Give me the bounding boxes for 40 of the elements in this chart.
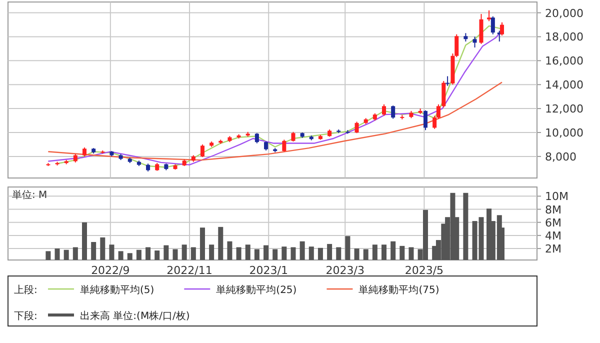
- candlestick: [354, 121, 359, 134]
- y-tick-label: 16,000: [545, 54, 584, 68]
- legend-title: 上段:: [14, 284, 38, 296]
- candlestick: [442, 80, 446, 108]
- y-tick-label: 10M: [545, 190, 568, 204]
- y-tick-label: 18,000: [545, 30, 584, 44]
- y-tick-label: 8,000: [545, 150, 576, 164]
- y-tick-label: 2M: [545, 242, 562, 256]
- y-tick-label: 14,000: [545, 78, 584, 92]
- legend-label: 出来高 単位:(M株/口/枚): [80, 310, 190, 322]
- candlestick: [500, 22, 504, 36]
- candlestick: [282, 139, 286, 152]
- x-tick-label: 2022/11: [166, 264, 212, 277]
- y-tick-label: 6M: [545, 216, 562, 230]
- legend-label: 単純移動平均(5): [80, 284, 154, 296]
- x-tick-label: 2023/3: [326, 264, 364, 277]
- candlestick: [479, 13, 484, 44]
- candlestick: [490, 16, 495, 35]
- candlestick: [391, 105, 396, 120]
- candlestick: [200, 144, 204, 158]
- legend-label: 単純移動平均(25): [216, 284, 297, 296]
- x-tick-label: 2023/1: [249, 264, 288, 277]
- x-tick-label: 2023/5: [404, 264, 444, 277]
- candlestick: [254, 132, 259, 144]
- y-tick-label: 4M: [545, 229, 562, 242]
- y-tick-label: 10,000: [545, 126, 584, 140]
- legend-title: 下段:: [14, 310, 38, 322]
- y-tick-label: 20,000: [545, 6, 584, 20]
- candlestick: [472, 36, 477, 48]
- candlestick: [487, 10, 492, 22]
- line-series: [48, 82, 503, 161]
- y-axis-title: 単位: M: [12, 189, 48, 201]
- candlestick: [446, 76, 450, 86]
- y-tick-label: 12,000: [545, 102, 584, 116]
- legend-label: 単純移動平均(75): [358, 284, 440, 296]
- candlestick: [291, 131, 296, 142]
- x-tick-label: 2022/9: [91, 264, 130, 277]
- y-tick-label: 8M: [545, 203, 562, 216]
- candlestick: [423, 110, 428, 131]
- candlestick: [382, 104, 386, 116]
